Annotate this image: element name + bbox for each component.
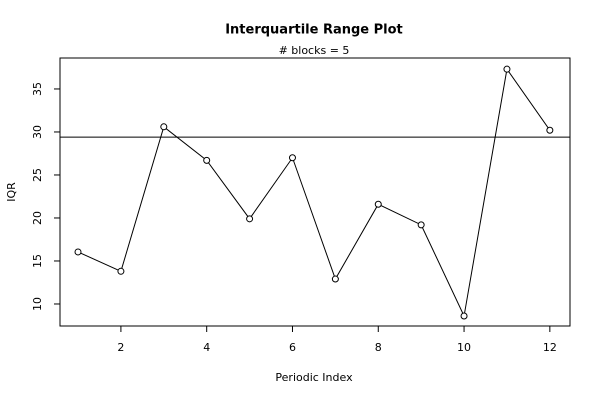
series-line: [77, 67, 551, 318]
point: [74, 248, 82, 256]
x-axis-label: Periodic Index: [275, 371, 353, 384]
y-tick-label: 15: [31, 254, 44, 268]
point: [160, 123, 168, 131]
y-tick-label: 35: [31, 82, 44, 96]
x-tick-label: 4: [203, 341, 210, 354]
x-tick-label: 6: [289, 341, 296, 354]
point: [288, 154, 296, 162]
point: [246, 215, 254, 223]
point: [546, 126, 554, 134]
point: [417, 221, 425, 229]
point: [503, 65, 511, 73]
x-tick-label: 8: [375, 341, 382, 354]
y-tick-label: 25: [31, 168, 44, 182]
x-tick-label: 2: [117, 341, 124, 354]
x-tick-label: 10: [457, 341, 471, 354]
point: [203, 156, 211, 164]
point: [117, 267, 125, 275]
chart-subtitle: # blocks = 5: [279, 44, 350, 57]
y-tick-label: 10: [31, 297, 44, 311]
y-tick-label: 20: [31, 211, 44, 225]
x-tick-label: 12: [543, 341, 557, 354]
plot-frame: [59, 57, 571, 327]
y-axis-label: IQR: [5, 182, 18, 202]
y-tick-label: 30: [31, 125, 44, 139]
point: [374, 200, 382, 208]
point: [460, 312, 468, 320]
chart-title: Interquartile Range Plot: [225, 23, 403, 38]
point: [331, 275, 339, 283]
